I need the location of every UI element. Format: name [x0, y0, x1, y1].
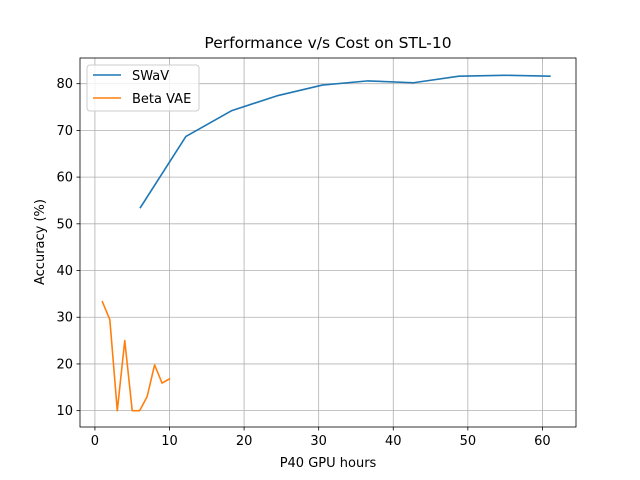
- y-tick-label: 20: [56, 357, 73, 372]
- legend: SWaV Beta VAE: [86, 64, 200, 112]
- legend-label-swav: SWaV: [132, 69, 169, 84]
- chart-title: Performance v/s Cost on STL-10: [204, 34, 451, 52]
- x-tick-label: 50: [460, 434, 477, 449]
- x-tick-label: 40: [385, 434, 402, 449]
- series-line-swav: [139, 74, 551, 209]
- x-axis-label: P40 GPU hours: [280, 456, 377, 471]
- y-tick-label: 10: [56, 404, 73, 419]
- axis-ticks: 0 10 20 30 40 50 60 10 20 30 40 50 60 70 80: [56, 77, 550, 449]
- y-tick-label: 50: [56, 217, 73, 232]
- y-axis-label: Accuracy (%): [33, 199, 48, 285]
- legend-box: [86, 64, 200, 112]
- grid-lines: [80, 58, 576, 427]
- x-tick-label: 10: [161, 434, 178, 449]
- x-tick-label: 60: [534, 434, 551, 449]
- y-tick-label: 40: [56, 264, 73, 279]
- y-tick-label: 80: [56, 77, 73, 92]
- series-lines: [101, 74, 551, 412]
- x-tick-label: 20: [236, 434, 253, 449]
- series-line-beta-vae: [101, 300, 171, 412]
- x-tick-label: 0: [91, 434, 99, 449]
- legend-label-beta-vae: Beta VAE: [132, 92, 191, 107]
- x-tick-label: 30: [310, 434, 327, 449]
- y-tick-label: 60: [56, 171, 73, 186]
- y-tick-label: 30: [56, 311, 73, 326]
- y-tick-label: 70: [56, 124, 73, 139]
- plot-frame: [79, 57, 577, 428]
